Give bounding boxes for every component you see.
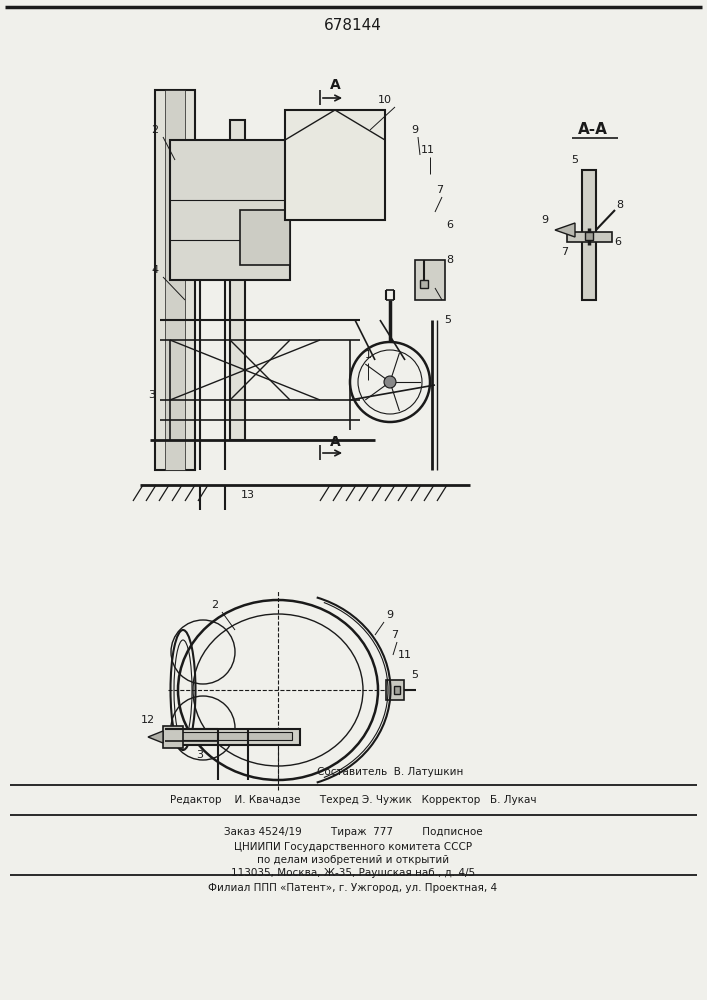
Text: по делам изобретений и открытий: по делам изобретений и открытий (257, 855, 449, 865)
Text: 11: 11 (398, 650, 412, 660)
Text: 5: 5 (445, 315, 452, 325)
Bar (240, 210, 290, 265)
Text: ЦНИИПИ Государственного комитета СССР: ЦНИИПИ Государственного комитета СССР (234, 842, 472, 852)
Bar (230, 120, 245, 440)
Text: А: А (329, 435, 340, 449)
Text: 7: 7 (561, 247, 568, 257)
Circle shape (384, 376, 396, 388)
Text: Заказ 4524/19         Тираж  777         Подписное: Заказ 4524/19 Тираж 777 Подписное (223, 827, 482, 837)
Bar (567, 232, 612, 242)
Bar (415, 260, 445, 300)
Text: 5: 5 (411, 670, 419, 680)
Text: А-А: А-А (578, 122, 608, 137)
Text: 9: 9 (542, 215, 549, 225)
Text: 6: 6 (614, 237, 621, 247)
Text: 9: 9 (387, 610, 394, 620)
Text: Составитель  В. Латушкин: Составитель В. Латушкин (317, 767, 463, 777)
Text: 6: 6 (447, 220, 453, 230)
Polygon shape (148, 731, 163, 743)
Text: 11: 11 (421, 145, 435, 155)
Text: 7: 7 (392, 630, 399, 640)
Bar (420, 280, 428, 288)
Text: 2: 2 (151, 125, 158, 135)
Bar (165, 90, 185, 470)
Text: 4: 4 (151, 265, 158, 275)
Text: 13: 13 (241, 490, 255, 500)
Text: 9: 9 (411, 125, 419, 135)
Text: 5: 5 (571, 155, 578, 165)
Text: Редактор    И. Квачадзе      Техред Э. Чужик   Корректор   Б. Лукач: Редактор И. Квачадзе Техред Э. Чужик Кор… (170, 795, 536, 805)
Text: 8: 8 (446, 255, 454, 265)
Text: А: А (329, 78, 340, 92)
Text: 12: 12 (141, 715, 155, 725)
Text: 8: 8 (617, 200, 624, 210)
Bar (386, 680, 404, 700)
Bar (394, 686, 400, 694)
Bar (155, 90, 195, 470)
Text: 1: 1 (365, 350, 371, 360)
Text: 2: 2 (211, 600, 218, 610)
Bar (163, 726, 183, 748)
Bar (285, 110, 385, 220)
Bar (582, 170, 596, 300)
Text: 678144: 678144 (324, 17, 382, 32)
Text: 3: 3 (148, 390, 156, 400)
Text: 7: 7 (436, 185, 443, 195)
Bar (585, 232, 593, 240)
Bar (170, 140, 290, 280)
Text: 10: 10 (378, 95, 392, 105)
Text: 113035, Москва, Ж-35, Раушская наб., д. 4/5: 113035, Москва, Ж-35, Раушская наб., д. … (231, 868, 475, 878)
Text: Филиал ППП «Патент», г. Ужгород, ул. Проектная, 4: Филиал ППП «Патент», г. Ужгород, ул. Про… (209, 883, 498, 893)
Polygon shape (555, 223, 575, 237)
Bar (170, 729, 300, 745)
Text: 3: 3 (197, 750, 204, 760)
Bar (178, 732, 292, 740)
